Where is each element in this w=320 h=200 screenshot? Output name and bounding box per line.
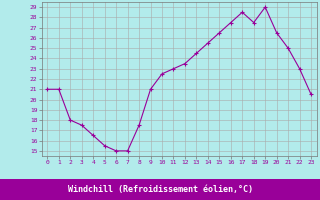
Text: Windchill (Refroidissement éolien,°C): Windchill (Refroidissement éolien,°C) <box>68 185 252 194</box>
